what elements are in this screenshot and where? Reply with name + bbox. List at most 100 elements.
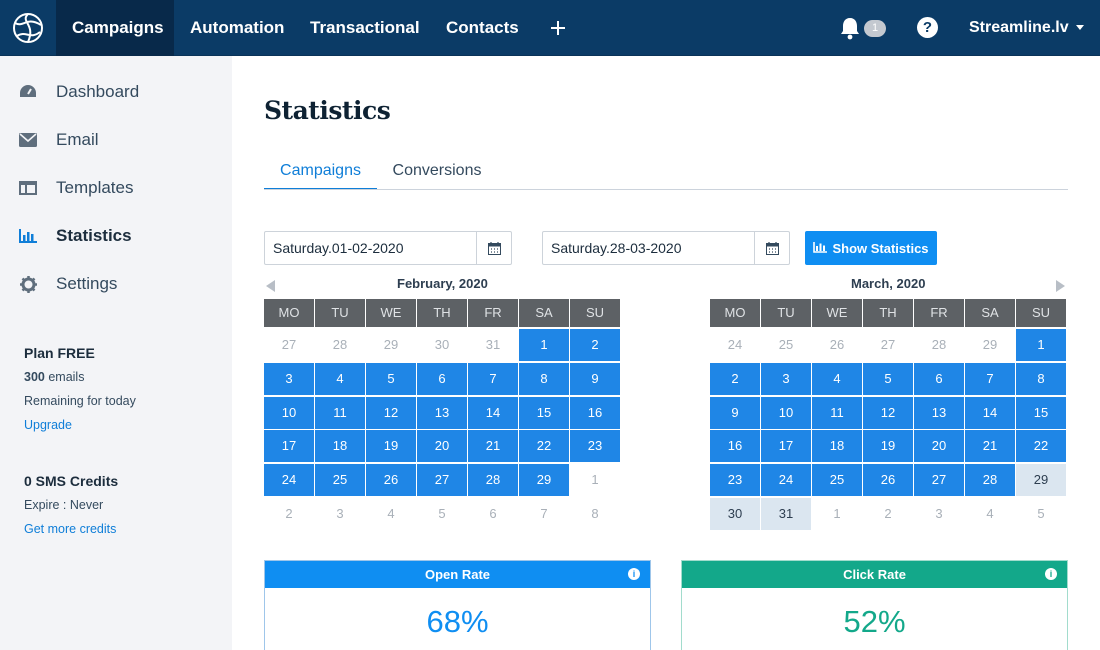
- calendar-day[interactable]: 1: [591, 472, 599, 488]
- calendar-day[interactable]: 5: [366, 362, 416, 395]
- calendar-day[interactable]: 14: [965, 396, 1015, 429]
- get-more-credits-link[interactable]: Get more credits: [24, 522, 117, 536]
- calendar-day[interactable]: 10: [264, 396, 314, 429]
- calendar-day[interactable]: 1: [1016, 329, 1066, 361]
- calendar-day[interactable]: 20: [914, 430, 964, 463]
- calendar-day[interactable]: 26: [829, 337, 845, 352]
- calendar-day[interactable]: 11: [812, 396, 862, 429]
- help-icon[interactable]: ?: [917, 17, 938, 38]
- calendar-day[interactable]: 5: [863, 362, 913, 395]
- calendar-day[interactable]: 22: [519, 430, 569, 463]
- info-icon[interactable]: i: [1045, 568, 1057, 580]
- prev-month-arrow-icon[interactable]: [266, 280, 275, 292]
- sidebar-item-statistics[interactable]: Statistics: [0, 216, 232, 256]
- sidebar-item-templates[interactable]: Templates: [0, 168, 232, 208]
- calendar-day[interactable]: 21: [965, 430, 1015, 463]
- calendar-day[interactable]: 28: [965, 464, 1015, 497]
- calendar-day[interactable]: 30: [710, 498, 760, 530]
- calendar-day[interactable]: 12: [366, 396, 416, 429]
- calendar-day[interactable]: 18: [812, 430, 862, 463]
- calendar-day[interactable]: 26: [366, 464, 416, 497]
- calendar-icon[interactable]: [476, 232, 511, 264]
- calendar-day[interactable]: 17: [264, 430, 314, 463]
- calendar-day[interactable]: 29: [383, 337, 399, 352]
- calendar-day[interactable]: 30: [434, 337, 450, 352]
- calendar-day[interactable]: 2: [884, 506, 892, 521]
- calendar-day[interactable]: 28: [931, 337, 947, 352]
- nav-automation[interactable]: Automation: [190, 18, 285, 37]
- calendar-day[interactable]: 8: [591, 506, 599, 521]
- upgrade-link[interactable]: Upgrade: [24, 418, 72, 432]
- calendar-day[interactable]: 2: [710, 362, 760, 395]
- calendar-day[interactable]: 8: [1016, 362, 1066, 395]
- nav-campaigns[interactable]: Campaigns: [56, 0, 174, 56]
- calendar-day[interactable]: 6: [914, 362, 964, 395]
- nav-transactional[interactable]: Transactional: [310, 18, 420, 37]
- calendar-day[interactable]: 27: [914, 464, 964, 497]
- calendar-day[interactable]: 16: [570, 396, 620, 429]
- calendar-day[interactable]: 29: [1016, 464, 1066, 497]
- calendar-day[interactable]: 28: [468, 464, 518, 497]
- calendar-day[interactable]: 22: [1016, 430, 1066, 463]
- calendar-day[interactable]: 8: [519, 362, 569, 395]
- calendar-day[interactable]: 27: [880, 337, 896, 352]
- calendar-day[interactable]: 9: [570, 362, 620, 395]
- calendar-day[interactable]: 27: [417, 464, 467, 497]
- bell-icon[interactable]: [839, 16, 863, 40]
- calendar-day[interactable]: 31: [485, 337, 501, 352]
- calendar-day[interactable]: 1: [519, 329, 569, 361]
- calendar-day[interactable]: 29: [519, 464, 569, 497]
- brand-logo-icon[interactable]: [0, 0, 56, 56]
- calendar-day[interactable]: 20: [417, 430, 467, 463]
- calendar-day[interactable]: 23: [710, 464, 760, 497]
- calendar-day[interactable]: 19: [863, 430, 913, 463]
- calendar-day[interactable]: 24: [727, 337, 743, 352]
- calendar-day[interactable]: 26: [863, 464, 913, 497]
- calendar-day[interactable]: 28: [332, 337, 348, 352]
- tab-campaigns[interactable]: Campaigns: [264, 152, 377, 190]
- calendar-day[interactable]: 7: [468, 362, 518, 395]
- next-month-arrow-icon[interactable]: [1056, 280, 1065, 292]
- nav-contacts[interactable]: Contacts: [446, 18, 519, 37]
- calendar-day[interactable]: 5: [1037, 506, 1045, 521]
- calendar-day[interactable]: 15: [1016, 396, 1066, 429]
- calendar-day[interactable]: 19: [366, 430, 416, 463]
- calendar-day[interactable]: 3: [264, 362, 314, 395]
- calendar-day[interactable]: 29: [982, 337, 998, 352]
- date-from-field[interactable]: Saturday.01-02-2020: [264, 231, 512, 265]
- calendar-day[interactable]: 10: [761, 396, 811, 429]
- account-menu[interactable]: Streamline.lv: [969, 19, 1069, 36]
- sidebar-item-dashboard[interactable]: Dashboard: [0, 72, 232, 112]
- calendar-day[interactable]: 25: [812, 464, 862, 497]
- sidebar-item-settings[interactable]: Settings: [0, 264, 232, 304]
- calendar-day[interactable]: 17: [761, 430, 811, 463]
- calendar-day[interactable]: 7: [540, 506, 548, 521]
- calendar-day[interactable]: 5: [438, 506, 446, 521]
- calendar-day[interactable]: 14: [468, 396, 518, 429]
- calendar-day[interactable]: 31: [761, 498, 811, 530]
- chevron-down-icon[interactable]: [1076, 25, 1084, 30]
- calendar-day[interactable]: 13: [914, 396, 964, 429]
- calendar-day[interactable]: 7: [965, 362, 1015, 395]
- calendar-icon[interactable]: [754, 232, 789, 264]
- calendar-day[interactable]: 16: [710, 430, 760, 463]
- calendar-day[interactable]: 9: [710, 396, 760, 429]
- calendar-day[interactable]: 24: [761, 464, 811, 497]
- date-to-field[interactable]: Saturday.28-03-2020: [542, 231, 790, 265]
- calendar-day[interactable]: 4: [986, 506, 994, 521]
- calendar-day[interactable]: 3: [935, 506, 943, 521]
- calendar-day[interactable]: 3: [336, 506, 344, 521]
- calendar-day[interactable]: 13: [417, 396, 467, 429]
- calendar-day[interactable]: 2: [570, 329, 620, 361]
- calendar-day[interactable]: 6: [417, 362, 467, 395]
- calendar-day[interactable]: 25: [778, 337, 794, 352]
- calendar-day[interactable]: 4: [315, 362, 365, 395]
- calendar-day[interactable]: 1: [833, 506, 841, 521]
- info-icon[interactable]: i: [628, 568, 640, 580]
- calendar-day[interactable]: 12: [863, 396, 913, 429]
- calendar-day[interactable]: 18: [315, 430, 365, 463]
- calendar-day[interactable]: 27: [281, 337, 297, 352]
- calendar-day[interactable]: 15: [519, 396, 569, 429]
- calendar-day[interactable]: 4: [812, 362, 862, 395]
- calendar-day[interactable]: 6: [489, 506, 497, 521]
